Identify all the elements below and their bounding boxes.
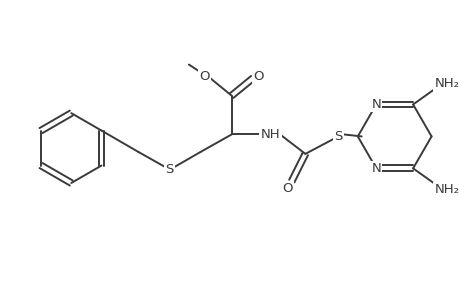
Text: NH: NH — [260, 128, 280, 141]
Text: S: S — [165, 163, 174, 176]
Text: O: O — [282, 182, 292, 195]
Text: NH₂: NH₂ — [434, 183, 459, 196]
Text: O: O — [253, 70, 263, 83]
Text: NH₂: NH₂ — [434, 76, 459, 90]
Text: O: O — [199, 70, 209, 83]
Text: N: N — [370, 162, 381, 175]
Text: N: N — [370, 98, 381, 111]
Text: S: S — [334, 130, 342, 143]
